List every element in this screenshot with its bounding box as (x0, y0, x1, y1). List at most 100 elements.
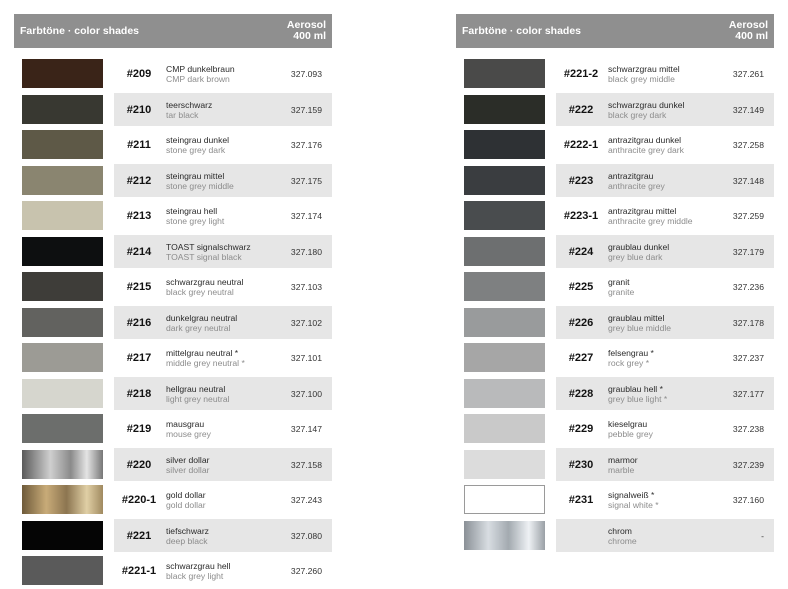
row-band: #209 CMP dunkelbraun CMP dark brown 327.093 (114, 57, 332, 90)
name-english: rock grey * (608, 358, 650, 368)
color-code: #211 (127, 139, 151, 151)
row-band: #223-1 antrazitgrau mittel anthracite grey… (556, 199, 774, 232)
aerosol-volume: 400 ml (735, 30, 768, 42)
color-swatch (22, 343, 103, 372)
name-german: marmor (608, 454, 638, 465)
color-names: steingrau hell stone grey light (166, 206, 224, 226)
row-band: #216 dunkelgrau neutral dark grey neutral 3… (114, 305, 332, 339)
color-row: #223-1 antrazitgrau mittel anthracite grey… (456, 198, 774, 234)
right-rows: #221-2 schwarzgrau mittel black grey middl… (456, 56, 774, 553)
name-english: black grey neutral (166, 287, 234, 297)
color-names: chrom chrome (608, 526, 637, 546)
article-number: 327.159 (290, 104, 322, 115)
color-names: dunkelgrau neutral dark grey neutral (166, 313, 237, 333)
color-code: #227 (568, 352, 594, 364)
color-swatch (22, 201, 103, 230)
name-german: antrazitgrau dunkel (608, 135, 682, 145)
name-english: stone grey light (166, 216, 225, 226)
color-names: steingrau mittel stone grey middle (166, 171, 234, 191)
color-swatch (22, 520, 103, 550)
color-names: antrazitgrau dunkel anthracite grey dark (608, 135, 684, 155)
color-row: #209 CMP dunkelbraun CMP dark brown 327.093 (14, 56, 332, 92)
name-english: light grey neutral (166, 393, 230, 404)
row-band: #222-1 antrazitgrau dunkel anthracite grey… (556, 128, 774, 161)
name-english: grey blue dark (608, 251, 663, 262)
article-number: 327.178 (732, 317, 764, 328)
article-number: 327.180 (290, 246, 322, 257)
name-german: felsengrau * (608, 348, 654, 358)
color-swatch (464, 378, 545, 408)
article-number: 327.158 (290, 459, 322, 470)
color-swatch (464, 94, 545, 124)
color-code: #217 (126, 352, 152, 364)
name-german: mittelgrau neutral * (166, 348, 239, 358)
color-names: schwarzgrau neutral black grey neutral (166, 277, 243, 297)
article-number: 327.176 (290, 140, 322, 150)
name-english: mouse grey (166, 429, 211, 439)
name-english: black grey middle (608, 74, 675, 84)
row-band: #221-2 schwarzgrau mittel black grey middl… (556, 57, 774, 90)
name-german: schwarzgrau hell (166, 561, 231, 571)
color-code: #214 (126, 245, 152, 258)
name-german: kieselgrau (608, 419, 648, 429)
aerosol-label: Aerosol (728, 19, 768, 31)
row-band: #224 graublau dunkel grey blue dark 327.179 (556, 234, 774, 268)
name-english: gold dollar (166, 500, 206, 510)
color-swatch (22, 414, 103, 443)
row-band: #229 kieselgrau pebble grey 327.238 (556, 412, 774, 445)
color-code: #215 (126, 281, 152, 293)
color-row: #218 hellgrau neutral light grey neutral 32… (14, 376, 332, 412)
name-english: black grey light (166, 571, 224, 581)
name-english: stone grey dark (166, 145, 226, 155)
row-band: #230 marmor marble 327.239 (556, 447, 774, 481)
color-row: #219 mausgrau mouse grey 327.147 (14, 411, 332, 447)
color-row: #214 TOAST signalschwarz TOAST signal blac… (14, 234, 332, 270)
color-row: #225 granit granite 327.236 (456, 269, 774, 305)
aerosol-label: Aerosol (286, 19, 326, 31)
color-names: marmor marble (608, 455, 638, 475)
name-german: dunkelgrau neutral (166, 312, 238, 323)
row-band: #220-1 gold dollar gold dollar 327.243 (114, 483, 332, 516)
row-band: #215 schwarzgrau neutral black grey neutra… (114, 270, 332, 303)
color-swatch (464, 236, 545, 266)
row-band: #227 felsengrau * rock grey * 327.237 (556, 341, 774, 374)
name-german: granit (608, 277, 630, 287)
name-english: chrome (608, 535, 637, 546)
row-band: #220 silver dollar silver dollar 327.158 (114, 447, 332, 481)
row-band: #210 teerschwarz tar black 327.159 (114, 92, 332, 126)
color-swatch (22, 165, 103, 195)
name-german: teerschwarz (166, 99, 213, 110)
color-names: CMP dunkelbraun CMP dark brown (166, 64, 235, 84)
color-names: schwarzgrau dunkel black grey dark (608, 100, 684, 120)
article-number: 327.149 (732, 104, 764, 115)
color-swatch (464, 201, 545, 230)
article-number: 327.103 (290, 282, 322, 292)
color-row: #212 steingrau mittel stone grey middle 327… (14, 163, 332, 199)
color-code: #223 (568, 174, 594, 187)
color-swatch (464, 59, 545, 88)
article-number: 327.177 (732, 388, 764, 399)
row-band: chrom chrome - (556, 518, 774, 552)
name-german: TOAST signalschwarz (166, 241, 251, 252)
row-band: #228 graublau hell * grey blue light * 327.… (556, 376, 774, 410)
name-english: CMP dark brown (166, 74, 230, 84)
name-german: chrom (608, 525, 632, 536)
row-band: #223 antrazitgrau anthracite grey 327.148 (556, 163, 774, 197)
color-swatch (22, 307, 103, 337)
row-band: #222 schwarzgrau dunkel black grey dark 327… (556, 92, 774, 126)
row-band: #211 steingrau dunkel stone grey dark 327.1… (114, 128, 332, 161)
color-swatch (464, 343, 545, 372)
color-row: #222-1 antrazitgrau dunkel anthracite grey… (456, 127, 774, 163)
color-names: kieselgrau pebble grey (608, 419, 653, 439)
color-code: #231 (568, 494, 594, 506)
name-german: mausgrau (166, 419, 205, 429)
name-english: grey blue light * (608, 393, 668, 404)
header-title: Farbtöne · color shades (20, 25, 140, 37)
article-number: 327.102 (290, 317, 322, 328)
color-row: #213 steingrau hell stone grey light 327.17… (14, 198, 332, 234)
color-names: teerschwarz tar black (166, 100, 212, 120)
color-swatch (464, 272, 545, 301)
color-row: #229 kieselgrau pebble grey 327.238 (456, 411, 774, 447)
color-row: #221-2 schwarzgrau mittel black grey middl… (456, 56, 774, 92)
name-english: silver dollar (166, 464, 210, 475)
